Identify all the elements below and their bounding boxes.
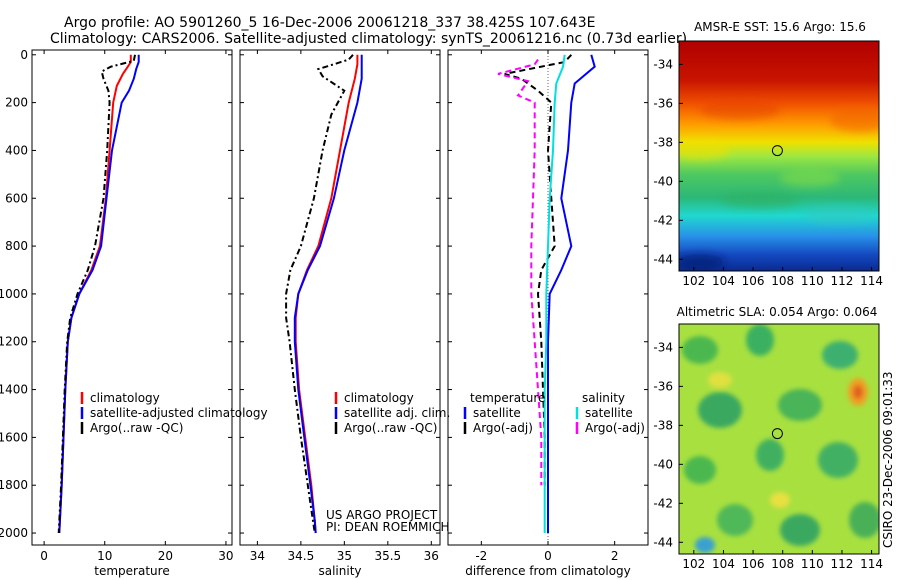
temperature-xtick-label: 30 — [218, 549, 233, 563]
temperature-xtick-label: 0 — [40, 549, 48, 563]
sla-map-xtick-label: 110 — [801, 557, 824, 571]
difference-xtick-label: 2 — [611, 549, 619, 563]
salinity-panel: 34 34.5 35 35.5 36 salinity climatologysatelli… — [239, 49, 450, 578]
temperature-xtick-label: 10 — [97, 549, 112, 563]
depth-tick-label: 2000 — [0, 526, 28, 540]
sla-map-ytick-label: -40 — [653, 457, 673, 471]
salinity-xlabel: salinity — [318, 564, 361, 578]
difference-series-3 — [497, 59, 543, 486]
sst-map-xtick-label: 114 — [860, 274, 883, 288]
depth-tick-label: 1600 — [0, 430, 28, 444]
salinity-xtick-label: 34.5 — [288, 549, 315, 563]
depth-tick-label: 1000 — [0, 287, 28, 301]
sst-field — [679, 41, 879, 271]
sla-map-xtick-label: 112 — [831, 557, 854, 571]
temperature-xtick-label: 20 — [158, 549, 173, 563]
sla-map-xtick-label: 114 — [860, 557, 883, 571]
temperature-panel: 0 10 20 30 0 200 400 600 800 1000 1200 1400 1600 1800… — [0, 48, 268, 578]
depth-tick-label: 1400 — [0, 383, 28, 397]
depth-tick-label: 800 — [5, 239, 28, 253]
salinity-legend-label: Argo(..raw -QC) — [344, 421, 437, 435]
salinity-legend-label: climatology — [344, 391, 414, 405]
sla-map-ytick-label: -38 — [653, 418, 673, 432]
figure-title-line2: Climatology: CARS2006. Satellite-adjuste… — [50, 31, 687, 47]
temperature-series-1 — [58, 54, 140, 534]
sla-map-xtick-label: 108 — [771, 557, 794, 571]
difference-series-2 — [543, 54, 566, 533]
salinity-xtick-label: 35 — [337, 549, 352, 563]
project-credit: US ARGO PROJECT — [326, 508, 438, 522]
sst-map-xtick-label: 102 — [682, 274, 705, 288]
salinity-xtick-label: 35.5 — [374, 549, 401, 563]
difference-legend-label: satellite — [585, 406, 633, 420]
sst-argo-marker — [771, 145, 783, 157]
legend-heading-salinity: salinity — [582, 391, 625, 405]
salinity-xtick-label: 36 — [424, 549, 439, 563]
temperature-axes-frame — [31, 49, 233, 546]
sst-map-ytick-label: -44 — [653, 252, 673, 266]
sst-map-ytick-label: -42 — [653, 213, 673, 227]
sst-map-ytick-label: -40 — [653, 174, 673, 188]
salinity-series-0 — [294, 54, 359, 534]
sla-map-xtick-label: 102 — [682, 557, 705, 571]
sla-map-xtick-label: 106 — [742, 557, 765, 571]
difference-series-0 — [547, 54, 596, 533]
depth-tick-label: 1200 — [0, 335, 28, 349]
temperature-series-0 — [58, 54, 132, 534]
sst-map-ytick-label: -36 — [653, 96, 673, 110]
sst-map-xtick-label: 108 — [771, 274, 794, 288]
sst-map-xtick-label: 110 — [801, 274, 824, 288]
sst-map-xtick-label: 106 — [742, 274, 765, 288]
figure-title-line1: Argo profile: AO 5901260_5 16-Dec-2006 2… — [64, 15, 595, 31]
sla-map-ytick-label: -36 — [653, 379, 673, 393]
sla-field — [679, 324, 879, 554]
salinity-xtick-label: 34 — [250, 549, 265, 563]
depth-tick-label: 1800 — [0, 478, 28, 492]
temperature-xlabel: temperature — [94, 564, 169, 578]
sla-map-panel: Altimetric SLA: 0.054 Argo: 0.064 102 104… — [653, 305, 883, 571]
temperature-legend-label: climatology — [90, 391, 160, 405]
difference-legend-label: Argo(-adj) — [585, 421, 645, 435]
legend-heading-temperature: temperature — [470, 391, 545, 405]
difference-xlabel: difference from climatology — [465, 564, 631, 578]
difference-xtick-label: -2 — [475, 549, 487, 563]
sla-map-ytick-label: -34 — [653, 340, 673, 354]
sst-map-title: AMSR-E SST: 15.6 Argo: 15.6 — [694, 20, 866, 34]
sst-map-xtick-label: 112 — [831, 274, 854, 288]
sla-argo-marker — [771, 428, 783, 440]
sla-map-ytick-label: -42 — [653, 496, 673, 510]
sst-map-ytick-label: -34 — [653, 57, 673, 71]
salinity-series-2 — [285, 54, 354, 534]
csiro-timestamp: CSIRO 23-Dec-2006 09:01:33 — [881, 371, 895, 548]
salinity-series-1 — [293, 54, 363, 534]
salinity-legend-label: satellite adj. clim. — [344, 406, 450, 420]
sla-map-ytick-label: -44 — [653, 535, 673, 549]
temperature-legend-label: Argo(..raw -QC) — [90, 421, 183, 435]
temperature-series-2 — [57, 54, 136, 534]
depth-tick-label: 0 — [20, 48, 28, 62]
temperature-legend-label: satellite-adjusted climatology — [90, 406, 268, 420]
sla-map-xtick-label: 104 — [712, 557, 735, 571]
difference-legend-label: satellite — [473, 406, 521, 420]
sla-map-title: Altimetric SLA: 0.054 Argo: 0.064 — [677, 305, 878, 319]
pi-credit: PI: DEAN ROEMMICH — [326, 520, 449, 534]
depth-tick-label: 200 — [5, 96, 28, 110]
sst-map-ytick-label: -38 — [653, 135, 673, 149]
depth-tick-label: 400 — [5, 143, 28, 157]
sst-map-xtick-label: 104 — [712, 274, 735, 288]
difference-legend-label: Argo(-adj) — [473, 421, 533, 435]
sst-map-panel: AMSR-E SST: 15.6 Argo: 15.6 102 104 106 108… — [653, 20, 883, 288]
salinity-axes-frame — [239, 49, 441, 546]
difference-series-1 — [504, 54, 573, 486]
depth-tick-label: 600 — [5, 191, 28, 205]
difference-xtick-label: 0 — [544, 549, 552, 563]
